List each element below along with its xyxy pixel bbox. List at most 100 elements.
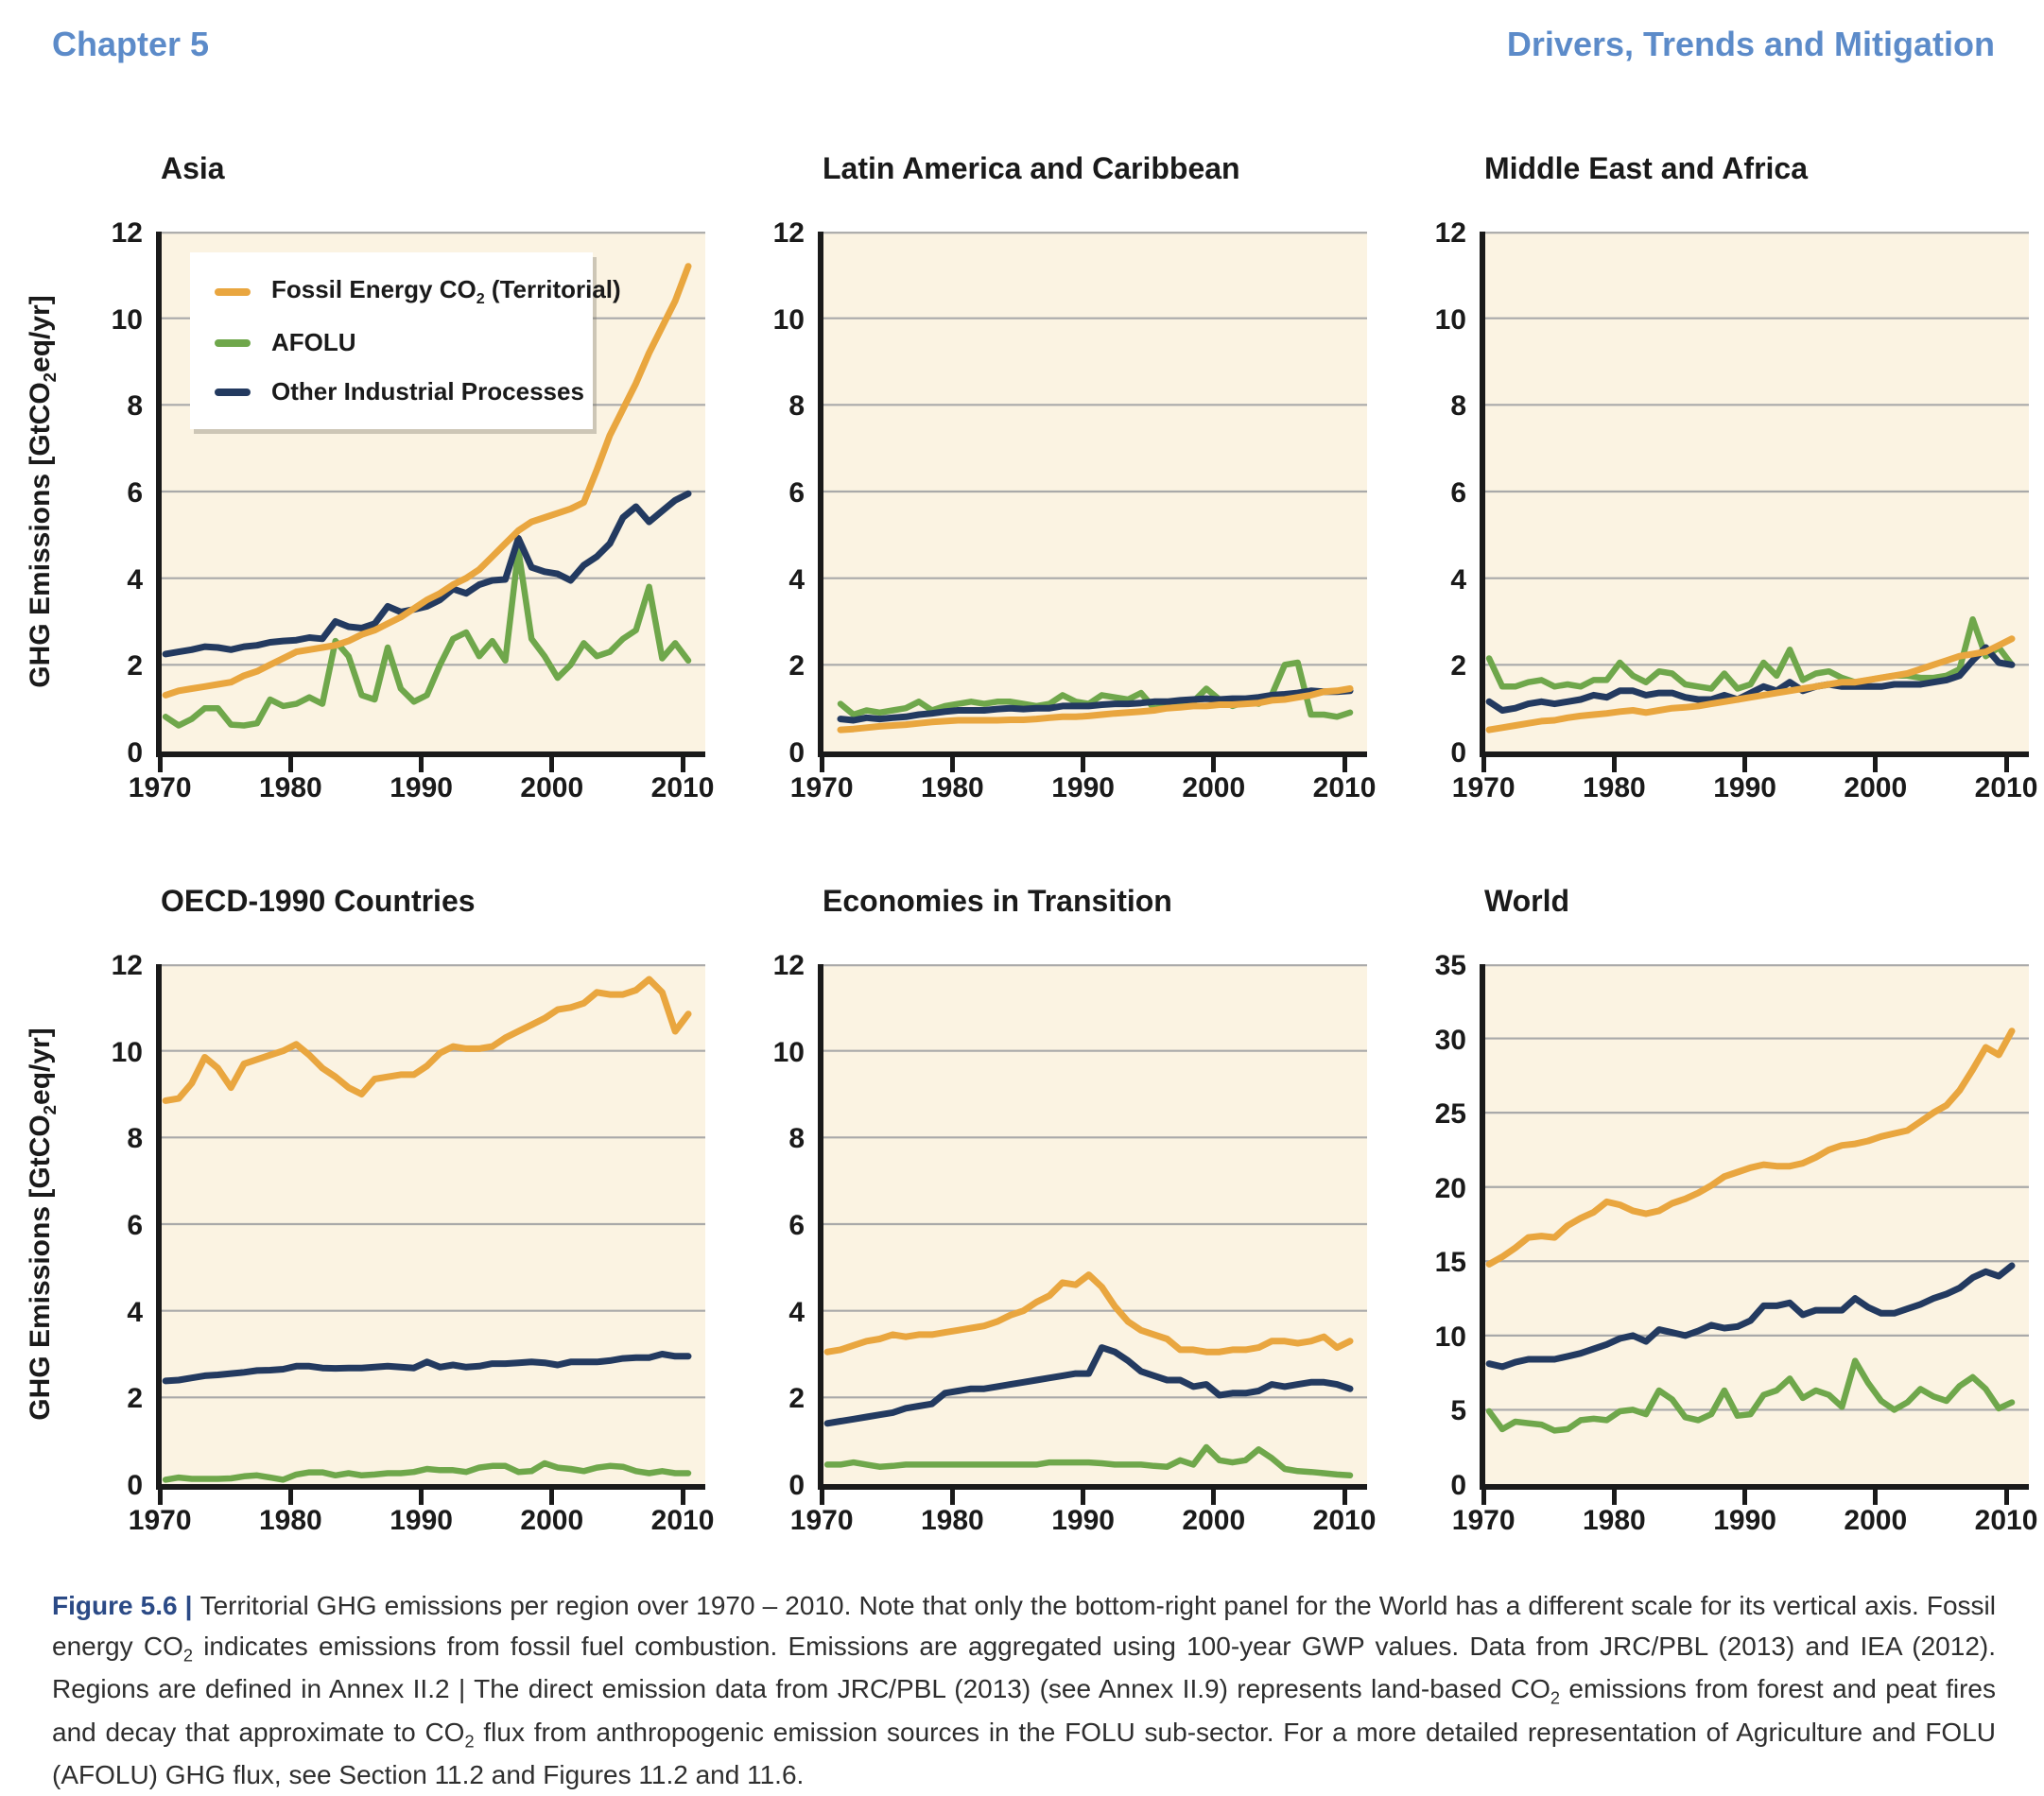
x-tick-label: 2010	[650, 1505, 715, 1536]
x-tick-label: 1980	[258, 1505, 322, 1536]
x-tick-mark	[1742, 1490, 1748, 1505]
y-tick-label: 25	[1434, 1098, 1466, 1131]
y-tick-label: 0	[1450, 737, 1466, 768]
x-tick-mark	[949, 1490, 955, 1505]
y-tick-label: 12	[772, 217, 805, 249]
panel-title: World	[1484, 884, 1570, 918]
y-tick-label: 6	[1450, 477, 1466, 509]
chart-canvas	[823, 964, 1367, 1479]
x-tick-label: 2010	[650, 772, 715, 803]
x-tick-label: 1970	[1451, 1505, 1516, 1536]
y-tick-label: 8	[788, 1123, 805, 1155]
x-tick-mark	[419, 1490, 424, 1505]
x-tick-mark	[1873, 757, 1879, 772]
series-afolu	[162, 1459, 692, 1483]
plot-area: Fossil Energy CO2 (Territorial) AFOLU Othe…	[156, 232, 705, 757]
panel-title: Middle East and Africa	[1484, 151, 1808, 185]
y-tick-label: 10	[772, 1036, 805, 1068]
x-tick-mark	[419, 757, 424, 772]
x-tick-label: 1970	[128, 1505, 192, 1536]
x-tick-label: 1990	[390, 1505, 453, 1536]
x-tick-mark	[1211, 757, 1217, 772]
x-axis: 1970 1980 1990 2000 2010	[129, 1490, 714, 1543]
series-other	[162, 490, 692, 658]
y-tick-label: 15	[1434, 1247, 1466, 1279]
y-tick-label: 12	[111, 950, 143, 981]
figure: Chapter 5 Drivers, Trends and Mitigation…	[25, 25, 2038, 1790]
x-tick-mark	[1342, 1490, 1347, 1505]
x-tick-label: 1990	[1713, 772, 1776, 803]
series-other	[162, 1351, 692, 1385]
y-tick-label: 12	[772, 950, 805, 981]
legend-swatch-afolu	[215, 338, 251, 347]
panel-title: Asia	[161, 151, 225, 185]
figure-caption: Figure 5.6 | Territorial GHG emissions p…	[52, 1591, 1996, 1790]
x-tick-mark	[549, 1490, 555, 1505]
x-tick-label: 2010	[1974, 772, 2038, 803]
series-afolu	[1485, 615, 2016, 692]
series-other	[1485, 1262, 2016, 1371]
series-fossil	[162, 976, 692, 1104]
legend-label-fossil: Fossil Energy CO2 (Territorial)	[271, 275, 621, 308]
plot-area	[818, 232, 1367, 757]
x-tick-label: 2000	[1182, 772, 1246, 803]
y-tick-label: 10	[111, 303, 143, 336]
y-tick-label: 0	[1450, 1470, 1466, 1501]
y-tick-label: 6	[127, 477, 143, 509]
y-tick-label: 6	[127, 1210, 143, 1241]
page-header: Chapter 5 Drivers, Trends and Mitigation	[52, 25, 1995, 64]
chart-panel: Middle East and Africa 0 2 4 6 8 10 12 1970 198…	[1409, 151, 2038, 810]
x-tick-label: 1980	[920, 772, 984, 803]
x-tick-label: 2000	[520, 1505, 584, 1536]
x-axis: 1970 1980 1990 2000 2010	[1452, 1490, 2037, 1543]
y-tick-label: 10	[1434, 1321, 1466, 1353]
y-tick-label: 0	[788, 737, 805, 768]
x-tick-mark	[2003, 1490, 2009, 1505]
y-tick-label: 10	[772, 303, 805, 336]
x-tick-mark	[1081, 757, 1086, 772]
plot-area	[1480, 232, 2029, 757]
panel-title: OECD-1990 Countries	[161, 884, 476, 918]
series-afolu	[823, 1443, 1354, 1479]
x-tick-label: 1980	[920, 1505, 984, 1536]
x-tick-mark	[1342, 757, 1347, 772]
x-tick-label: 2000	[1844, 772, 1908, 803]
y-axis-tick-labels: 0 2 4 6 8 10 12	[85, 952, 156, 1500]
series-fossil	[162, 263, 692, 699]
y-tick-label: 4	[788, 1296, 805, 1328]
x-axis: 1970 1980 1990 2000 2010	[1452, 757, 2037, 810]
y-tick-label: 8	[788, 390, 805, 423]
plot-area	[818, 964, 1367, 1490]
y-tick-label: 0	[127, 1470, 143, 1501]
x-tick-mark	[1081, 1490, 1086, 1505]
x-tick-mark	[1481, 757, 1486, 772]
y-tick-label: 2	[127, 650, 143, 682]
x-tick-label: 1980	[1582, 1505, 1646, 1536]
series-fossil	[1485, 635, 2016, 734]
y-tick-label: 4	[127, 1296, 143, 1328]
y-axis-tick-labels: 0 2 4 6 8 10 12	[1409, 219, 1480, 768]
x-tick-mark	[1742, 757, 1748, 772]
x-tick-label: 1970	[128, 772, 192, 803]
x-tick-mark	[680, 757, 685, 772]
x-tick-label: 2010	[1312, 1505, 1377, 1536]
legend-swatch-fossil	[215, 287, 251, 296]
y-tick-label: 8	[127, 390, 143, 423]
x-tick-label: 1970	[1451, 772, 1516, 803]
x-tick-label: 1970	[789, 1505, 854, 1536]
y-tick-label: 35	[1434, 950, 1466, 981]
y-tick-label: 10	[1434, 303, 1466, 336]
series-afolu	[1485, 1357, 2016, 1434]
x-tick-mark	[1611, 757, 1617, 772]
chart-legend: Fossil Energy CO2 (Territorial) AFOLU Othe…	[190, 252, 621, 430]
x-tick-label: 1990	[390, 772, 453, 803]
y-axis-tick-labels: 0 2 4 6 8 10 12	[747, 219, 818, 768]
x-tick-mark	[157, 1490, 163, 1505]
y-tick-label: 0	[127, 737, 143, 768]
x-tick-mark	[949, 757, 955, 772]
legend-item-other: Other Industrial Processes	[215, 377, 584, 406]
y-axis-tick-labels: 0 2 4 6 8 10 12	[85, 219, 156, 768]
y-tick-label: 4	[1450, 563, 1466, 596]
series-other	[837, 687, 1354, 724]
x-tick-mark	[287, 757, 293, 772]
